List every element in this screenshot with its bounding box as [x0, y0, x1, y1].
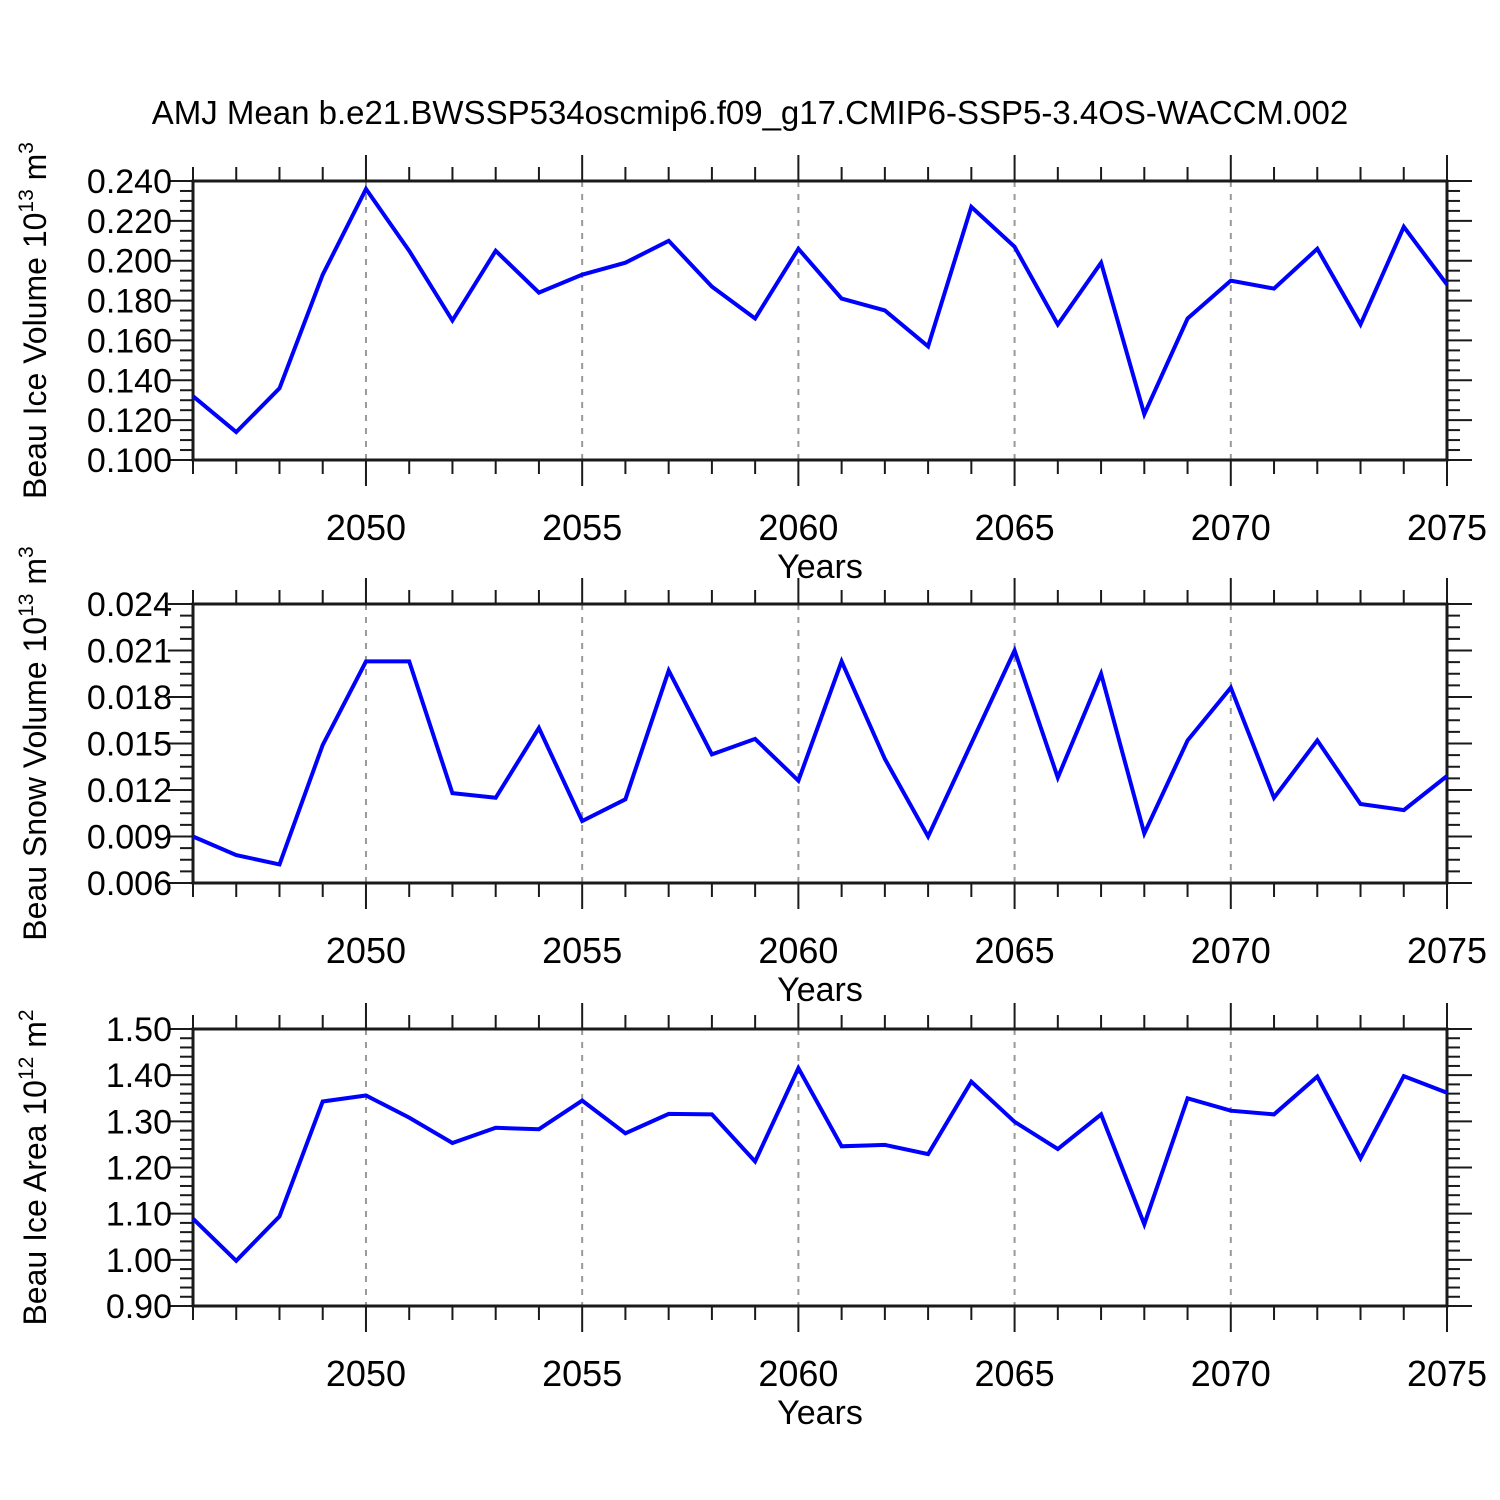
- figure-title: AMJ Mean b.e21.BWSSP534oscmip6.f09_g17.C…: [151, 94, 1349, 131]
- y-tick-label: 1.10: [106, 1196, 172, 1234]
- y-axis-label: Beau Ice Area 1012 m2: [15, 1009, 53, 1325]
- y-tick-label: 0.240: [87, 163, 172, 201]
- x-tick-label: 2075: [1407, 1353, 1487, 1394]
- x-tick-label: 2050: [326, 507, 406, 548]
- y-tick-label: 0.120: [87, 402, 172, 440]
- y-tick-label: 0.024: [87, 586, 172, 624]
- x-tick-label: 2055: [542, 930, 622, 971]
- y-axis-label: Beau Ice Volume 1013 m3: [15, 142, 53, 499]
- x-tick-label: 2065: [975, 507, 1055, 548]
- y-tick-label: 0.009: [87, 819, 172, 857]
- x-tick-label: 2055: [542, 1353, 622, 1394]
- y-tick-label: 0.012: [87, 772, 172, 810]
- plot-frame: [191, 1027, 1449, 1308]
- x-tick-label: 2075: [1407, 507, 1487, 548]
- x-axis-label: Years: [777, 971, 863, 1009]
- x-tick-label: 2075: [1407, 930, 1487, 971]
- y-tick-label: 0.180: [87, 283, 172, 321]
- y-tick-label: 0.100: [87, 442, 172, 480]
- x-tick-label: 2065: [975, 1353, 1055, 1394]
- plot-frame: [191, 179, 1449, 462]
- x-tick-label: 2070: [1191, 1353, 1271, 1394]
- x-tick-label: 2050: [326, 1353, 406, 1394]
- plot-frame: [191, 602, 1449, 885]
- y-tick-label: 0.200: [87, 243, 172, 281]
- y-tick-label: 1.40: [106, 1057, 172, 1095]
- x-tick-label: 2070: [1191, 930, 1271, 971]
- y-tick-label: 0.006: [87, 865, 172, 903]
- y-tick-label: 1.30: [106, 1103, 172, 1141]
- y-tick-label: 0.140: [87, 362, 172, 400]
- y-tick-label: 1.00: [106, 1242, 172, 1280]
- x-tick-label: 2060: [758, 930, 838, 971]
- y-tick-label: 0.015: [87, 726, 172, 764]
- beau-snow-volume-chart: 0.024 0.021 0.018 0.015 0.012 0.009 0.006 2050 2…: [15, 546, 1487, 1009]
- x-tick-label: 2050: [326, 930, 406, 971]
- y-tick-label: 0.021: [87, 633, 172, 671]
- y-tick-label: 1.50: [106, 1011, 172, 1049]
- beau-ice-volume-chart: 0.2400.2200.2000.1800.1600.1400.1200.100…: [15, 142, 1487, 586]
- y-tick-label: 0.160: [87, 322, 172, 360]
- beau-ice-area-series-line: [191, 1063, 1448, 1264]
- y-tick-label: 1.20: [106, 1150, 172, 1188]
- x-axis-label: Years: [777, 548, 863, 586]
- beau-ice-area-chart: 1.50 1.40 1.30 1.20 1.10 1.00 0.90 2050 2055 2060…: [15, 1003, 1487, 1432]
- x-tick-label: 2055: [542, 507, 622, 548]
- y-axis-label: Beau Snow Volume 1013 m3: [15, 546, 53, 940]
- x-tick-label: 2070: [1191, 507, 1271, 548]
- x-tick-label: 2060: [758, 1353, 838, 1394]
- y-tick-label: 0.220: [87, 203, 172, 241]
- x-tick-label: 2065: [975, 930, 1055, 971]
- beau-snow-volume-series-line: [192, 645, 1449, 867]
- beau-ice-volume-series-line: [191, 185, 1449, 435]
- x-tick-label: 2060: [758, 507, 838, 548]
- y-tick-label: 0.90: [106, 1288, 172, 1326]
- y-tick-label: 0.018: [87, 679, 172, 717]
- x-axis-label: Years: [777, 1394, 863, 1432]
